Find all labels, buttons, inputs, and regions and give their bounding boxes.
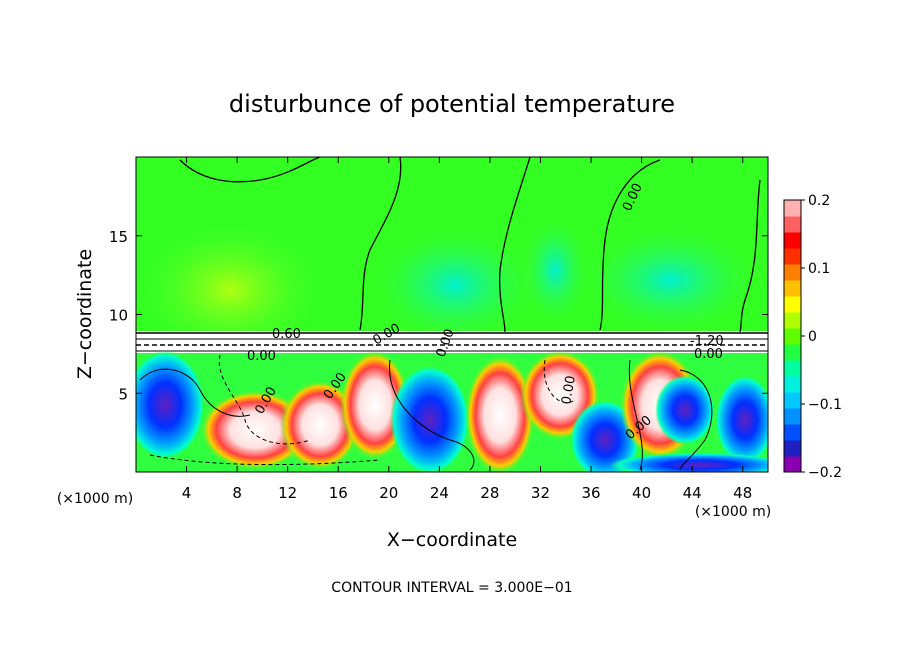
- contour-label: 0.00: [247, 349, 276, 364]
- contour-line: [359, 157, 402, 331]
- x-tick-label: 20: [379, 484, 398, 502]
- contour-line: [739, 179, 761, 333]
- colorbar-swatch: [784, 408, 801, 425]
- cool-patch: [580, 225, 760, 335]
- y-tick-label: 15: [109, 228, 128, 246]
- colorbar-swatch: [784, 440, 801, 457]
- colorbar-swatch: [784, 328, 801, 345]
- cool-patch: [520, 215, 590, 325]
- colorbar-swatch: [784, 264, 801, 281]
- contour-line: [498, 157, 531, 333]
- x-axis-ticks: 4 8 12 16 20 24 28 32 36 40 44 48: [182, 157, 752, 502]
- y-axis-label: Z−coordinate: [74, 249, 96, 379]
- x-tick-label: 28: [480, 484, 499, 502]
- x-tick-label: 32: [531, 484, 550, 502]
- warm-eddy: [136, 350, 205, 460]
- heatmap-field: [136, 157, 768, 472]
- contour-line: [179, 157, 321, 183]
- x-tick-label: 44: [683, 484, 702, 502]
- cool-eddy: [610, 453, 768, 472]
- cool-eddy: [655, 375, 715, 445]
- contour-line: [628, 359, 643, 471]
- x-tick-label: 12: [278, 484, 297, 502]
- cool-eddy: [715, 375, 768, 465]
- colorbar-tick-label: 0.2: [808, 193, 830, 209]
- x-tick-label: 36: [581, 484, 600, 502]
- x-tick-label: 40: [632, 484, 651, 502]
- contour-label: 0.00: [559, 375, 579, 406]
- colorbar-swatch: [784, 232, 801, 249]
- y-unit-label: (×1000 m): [57, 491, 133, 507]
- contour-interval: CONTOUR INTERVAL = 3.000E−01: [331, 580, 572, 596]
- contour-line: [543, 359, 576, 403]
- colorbar-swatch: [784, 456, 801, 473]
- colorbar-swatch: [784, 312, 801, 329]
- colorbar-tick-label: −0.1: [808, 397, 842, 413]
- x-tick-label: 8: [232, 484, 242, 502]
- colorbar-swatch: [784, 376, 801, 393]
- x-tick-label: 24: [430, 484, 449, 502]
- colorbar-swatch: [784, 216, 801, 233]
- colorbar-swatch: [784, 248, 801, 265]
- colorbar-swatch: [784, 392, 801, 409]
- contour-line: [139, 368, 251, 417]
- colorbar-tick-label: 0.1: [808, 261, 830, 277]
- cool-patch: [370, 225, 540, 345]
- colorbar: [784, 200, 801, 473]
- chart-title: disturbunce of potential temperature: [229, 90, 675, 118]
- y-axis-ticks: 5 10 15: [109, 228, 768, 403]
- colorbar-tick-label: −0.2: [808, 465, 842, 481]
- warm-patch: [136, 220, 325, 360]
- contour-line: [679, 369, 713, 471]
- contour-label: -1.20: [690, 334, 724, 349]
- x-tick-label: 4: [182, 484, 192, 502]
- x-tick-label: 48: [733, 484, 752, 502]
- contour-line: [389, 359, 475, 471]
- contour-label: 0.00: [694, 347, 723, 362]
- contour-line: [218, 354, 311, 445]
- x-unit-label: (×1000 m): [695, 504, 771, 520]
- colorbar-swatch: [784, 360, 801, 377]
- cool-eddy: [390, 365, 470, 472]
- y-tick-label: 10: [109, 307, 128, 325]
- colorbar-ticks: 0.2 0.1 0 −0.1 −0.2: [801, 193, 842, 481]
- colorbar-tick-label: 0: [808, 329, 817, 345]
- warm-eddy: [280, 380, 360, 470]
- x-axis-label: X−coordinate: [387, 529, 517, 551]
- x-tick-label: 16: [329, 484, 348, 502]
- colorbar-swatch: [784, 344, 801, 361]
- warm-eddy: [465, 355, 535, 472]
- inversion-band: [136, 331, 768, 353]
- colorbar-swatch: [784, 280, 801, 297]
- colorbar-swatch: [784, 296, 801, 313]
- contour-line: [599, 159, 661, 331]
- y-tick-label: 5: [118, 385, 128, 403]
- contour-label: 0.60: [272, 327, 301, 342]
- colorbar-swatch: [784, 200, 801, 217]
- colorbar-swatch: [784, 424, 801, 441]
